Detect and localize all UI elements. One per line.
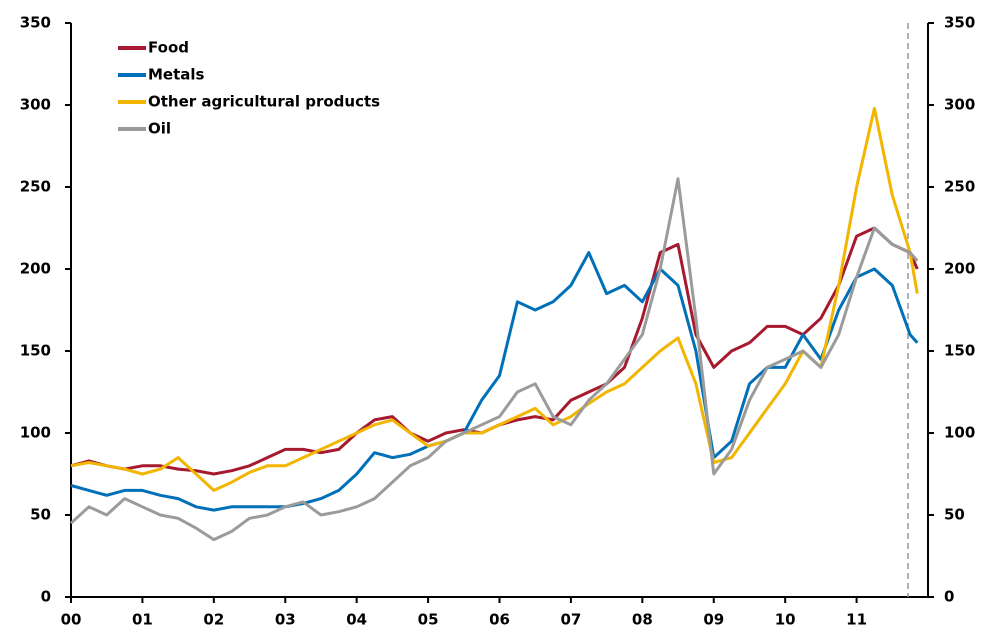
- y2-tick-label: 150: [944, 342, 975, 360]
- legend-label: Metals: [148, 66, 205, 84]
- y2-tick-label: 100: [944, 424, 975, 442]
- x-tick-label: 02: [203, 611, 224, 629]
- x-tick-label: 01: [132, 611, 153, 629]
- legend-label: Food: [148, 39, 189, 57]
- x-tick-label: 00: [61, 611, 82, 629]
- y2-tick-label: 350: [944, 14, 975, 32]
- series-line: [69, 177, 919, 542]
- legend-label: Oil: [148, 120, 171, 138]
- y-tick-label: 150: [20, 342, 51, 360]
- y-tick-label: 300: [20, 96, 51, 114]
- y-tick-label: 100: [20, 424, 51, 442]
- x-tick-label: 10: [775, 611, 796, 629]
- x-tick-label: 03: [275, 611, 296, 629]
- y2-tick-label: 50: [944, 506, 965, 524]
- y-tick-label: 0: [41, 588, 51, 606]
- x-tick-label: 04: [346, 611, 367, 629]
- x-tick-label: 11: [846, 611, 867, 629]
- x-tick-label: 06: [489, 611, 510, 629]
- x-tick-label: 08: [632, 611, 653, 629]
- y2-tick-label: 200: [944, 260, 975, 278]
- y-tick-label: 50: [30, 506, 51, 524]
- x-tick-label: 09: [703, 611, 724, 629]
- y2-tick-label: 300: [944, 96, 975, 114]
- y2-tick-label: 0: [944, 588, 954, 606]
- y-tick-label: 350: [20, 14, 51, 32]
- y-tick-label: 200: [20, 260, 51, 278]
- x-tick-label: 05: [418, 611, 439, 629]
- series-line: [70, 106, 919, 492]
- legend-label: Other agricultural products: [148, 93, 380, 111]
- y2-tick-label: 250: [944, 178, 975, 196]
- series-line: [70, 251, 919, 512]
- y-tick-label: 250: [20, 178, 51, 196]
- series-line: [70, 226, 919, 476]
- x-tick-label: 07: [560, 611, 581, 629]
